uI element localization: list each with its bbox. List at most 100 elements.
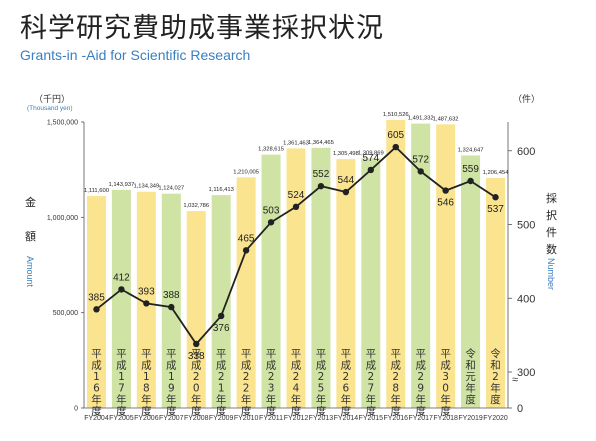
era-label-char: 成 — [191, 360, 202, 372]
amount-data-label: 1,143,937 — [109, 182, 135, 188]
era-label-char: 年 — [291, 393, 302, 406]
amount-bar — [411, 123, 431, 408]
right-tick-label: 600 — [517, 146, 535, 158]
era-label-char: 成 — [141, 360, 152, 372]
axis-break-symbol: ≈ — [512, 374, 518, 386]
era-label-char: 年 — [241, 393, 252, 406]
x-tick-label: FY2012 — [284, 415, 309, 422]
era-label-char: 平 — [241, 348, 252, 360]
era-label-char: 8 — [392, 383, 399, 395]
number-point — [367, 166, 375, 174]
chart-title: 科学研究費助成事業採択状況 — [20, 13, 384, 44]
x-tick-label: FY2007 — [159, 415, 184, 422]
era-label-char: 平 — [291, 348, 302, 360]
era-label-char: 年 — [465, 382, 476, 395]
amount-bar — [386, 119, 406, 408]
number-point — [168, 303, 175, 311]
era-label-char: 2 — [492, 371, 499, 383]
era-label-char: 度 — [366, 405, 377, 418]
era-label-char: 成 — [391, 360, 402, 372]
amount-bar — [361, 158, 381, 408]
amount-data-label: 1,210,005 — [233, 169, 259, 175]
number-data-label: 412 — [113, 272, 130, 283]
chart-subtitle: Grants-in -Aid for Scientific Research — [20, 47, 251, 63]
era-label-char: 年 — [266, 393, 277, 406]
era-label-char: 年 — [91, 393, 102, 406]
era-label-char: 度 — [490, 393, 501, 406]
left-axis-label-jp: 額 — [25, 230, 36, 243]
right-tick-label: 500 — [517, 220, 535, 232]
era-label-char: 成 — [266, 360, 277, 372]
era-label-char: 年 — [440, 393, 451, 406]
left-tick-label: 500,000 — [53, 310, 78, 317]
era-label-char: 2 — [218, 371, 225, 383]
x-tick-label: FY2011 — [259, 415, 283, 422]
amount-data-label: 1,111,600 — [84, 188, 109, 194]
number-point — [342, 188, 350, 196]
era-label-char: 成 — [316, 360, 327, 372]
amount-bar — [86, 196, 106, 408]
era-label-char: 1 — [218, 383, 225, 395]
number-data-label: 388 — [163, 290, 180, 301]
era-label-char: 度 — [116, 405, 127, 418]
number-data-label: 552 — [313, 169, 330, 180]
era-label-char: 年 — [216, 393, 227, 406]
amount-data-label: 1,487,632 — [433, 116, 459, 122]
number-point — [143, 300, 150, 307]
label-layer: 1,111,600平成16年度FY20041,143,937平成17年度FY20… — [84, 112, 509, 422]
era-label-char: 度 — [216, 405, 227, 418]
number-data-label: 559 — [462, 164, 479, 175]
era-label-char: 成 — [415, 360, 426, 372]
right-axis-label-jp: 数 — [546, 243, 557, 256]
left-tick-label: 1,500,000 — [47, 120, 78, 127]
era-label-char: 度 — [91, 405, 102, 418]
right-axis-label-jp: 件 — [546, 226, 557, 239]
amount-bar — [236, 177, 256, 408]
number-data-label: 385 — [88, 292, 105, 303]
x-tick-label: FY2020 — [483, 415, 508, 422]
era-label-char: 年 — [366, 393, 377, 406]
right-axis-label-jp: 採 — [546, 191, 557, 205]
era-label-char: 1 — [143, 371, 150, 383]
number-data-label: 572 — [412, 154, 429, 165]
number-data-label: 338 — [188, 351, 205, 362]
era-label-char: 平 — [91, 348, 102, 360]
era-label-char: 度 — [291, 405, 302, 418]
era-label-char: 年 — [341, 393, 352, 406]
amount-data-label: 1,124,027 — [158, 186, 184, 192]
number-point — [93, 306, 100, 313]
number-point — [242, 247, 250, 254]
amount-data-label: 1,328,615 — [258, 147, 284, 153]
era-label-char: 令 — [465, 347, 476, 360]
era-label-char: 平 — [415, 348, 426, 360]
x-tick-label: FY2009 — [209, 415, 234, 422]
era-label-char: 平 — [116, 348, 127, 360]
amount-bar — [261, 154, 281, 408]
number-point — [193, 340, 200, 348]
era-label-char: 度 — [316, 405, 327, 418]
x-tick-label: FY2014 — [334, 415, 359, 422]
era-label-char: 2 — [193, 371, 200, 383]
era-label-char: 平 — [366, 348, 377, 360]
era-label-char: 度 — [191, 405, 202, 418]
era-label-char: 年 — [490, 382, 501, 395]
era-label-char: 成 — [241, 360, 252, 372]
era-label-char: 平 — [391, 348, 402, 360]
number-data-label: 544 — [338, 175, 355, 186]
number-data-label: 574 — [362, 153, 379, 164]
era-label-char: 度 — [391, 405, 402, 418]
left-axis-unit: （千円） — [34, 94, 70, 105]
era-label-char: 成 — [341, 360, 352, 372]
amount-bar — [186, 211, 206, 408]
x-tick-label: FY2004 — [84, 415, 109, 422]
era-label-char: 2 — [293, 371, 300, 383]
number-point — [392, 143, 399, 151]
era-label-char: 度 — [266, 405, 277, 418]
amount-data-label: 1,364,465 — [308, 140, 334, 146]
left-axis-label-jp: 金 — [25, 195, 36, 209]
era-label-char: 度 — [465, 393, 476, 406]
right-tick-label: 0 — [517, 403, 523, 415]
amount-data-label: 1,116,413 — [208, 187, 233, 193]
amount-bar — [436, 124, 456, 409]
era-label-char: 2 — [318, 371, 325, 383]
